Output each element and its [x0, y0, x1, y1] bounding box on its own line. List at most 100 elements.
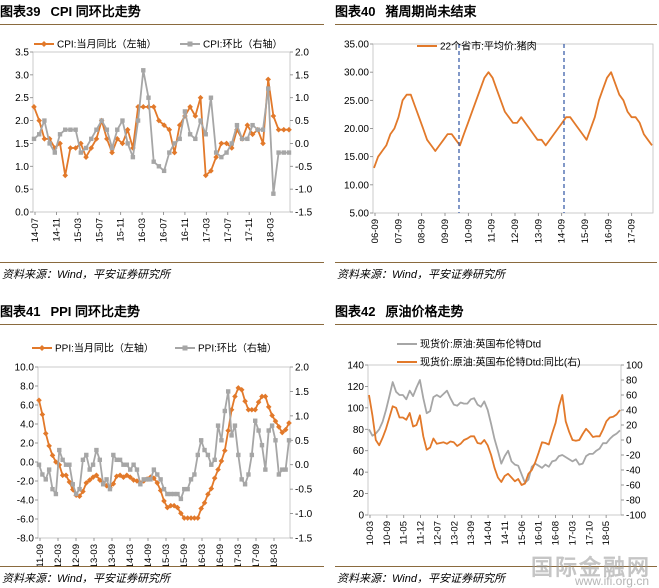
y-tick-label: 0 — [358, 511, 364, 522]
data-point — [192, 472, 197, 477]
data-point — [215, 423, 221, 428]
data-point — [39, 411, 46, 418]
plot-area — [32, 51, 291, 213]
data-point — [193, 136, 198, 142]
data-point — [124, 462, 130, 467]
y2-tick-label: 100 — [626, 361, 643, 372]
y-tick-label: 8.0 — [20, 382, 34, 393]
data-point — [150, 104, 157, 110]
data-point — [148, 477, 153, 482]
plot-area — [37, 366, 291, 539]
data-point — [88, 145, 95, 151]
data-point — [255, 399, 262, 405]
watermark-logo: 国际金融网 — [530, 555, 651, 580]
data-point — [222, 447, 228, 454]
x-tick-label: 13-09 — [533, 219, 544, 243]
y-tick-label: 30.00 — [344, 68, 369, 79]
data-point — [275, 126, 282, 133]
data-point — [110, 481, 117, 487]
data-point — [208, 95, 214, 100]
y2-tick-label: -100 — [626, 511, 646, 522]
x-tick-label: 17-03 — [233, 544, 244, 566]
data-point — [195, 452, 200, 458]
panel-title: 图表39 CPI 同环比走势 — [0, 0, 141, 24]
data-point — [70, 482, 75, 487]
data-point — [263, 467, 268, 472]
data-point — [182, 486, 187, 492]
x-tick-label: 17-03 — [201, 218, 212, 242]
data-point — [188, 515, 194, 521]
data-point — [188, 477, 194, 482]
data-point — [171, 149, 178, 156]
data-point — [130, 477, 137, 483]
y-tick-label: 100 — [347, 403, 364, 414]
x-tick-label: 06-09 — [370, 219, 381, 243]
x-tick-label: 16-09 — [603, 219, 614, 243]
x-tick-label: 17-07 — [223, 218, 234, 242]
y-tick-label: 10.0 — [15, 363, 35, 374]
x-tick-label: 18-03 — [266, 218, 277, 242]
data-point — [80, 488, 86, 495]
data-point — [86, 477, 93, 483]
data-point — [134, 467, 140, 472]
data-point — [46, 443, 52, 449]
data-point — [242, 398, 248, 404]
data-point — [219, 438, 224, 443]
y-tick-label: 25.00 — [344, 96, 369, 107]
data-point — [156, 117, 162, 124]
y-tick-label: 20.00 — [344, 124, 369, 135]
data-point — [176, 122, 183, 128]
y-tick-label: 80 — [353, 425, 365, 436]
data-point — [208, 168, 214, 174]
legend-label: 现货价:原油:英国布伦特Dtd:同比(右) — [420, 356, 581, 369]
data-point — [42, 118, 47, 123]
y2-tick-label: -40 — [626, 466, 641, 477]
x-tick-label: 14-09 — [143, 544, 154, 566]
data-point — [73, 491, 79, 497]
y2-tick-label: 60 — [626, 391, 638, 402]
data-point — [252, 406, 259, 413]
data-point — [36, 117, 43, 124]
x-tick-label: 15-06 — [517, 521, 528, 545]
data-point — [202, 447, 207, 453]
series-line — [373, 71, 653, 169]
x-tick-label: 16-11 — [180, 218, 191, 242]
panel-title-text: 原油价格走势 — [385, 304, 464, 319]
data-point — [90, 474, 96, 480]
legend-marker — [41, 41, 47, 47]
x-tick-label: 08-09 — [417, 219, 428, 243]
data-point — [262, 393, 269, 400]
data-point — [120, 474, 127, 480]
x-tick-label: 12-09 — [71, 544, 82, 566]
data-point — [265, 86, 271, 91]
x-tick-label: 18-05 — [601, 521, 612, 545]
data-point — [168, 491, 173, 497]
y2-tick-label: 0.0 — [295, 460, 309, 471]
x-tick-label: 11-09 — [35, 544, 46, 566]
data-point — [117, 457, 123, 463]
data-point — [53, 459, 59, 465]
data-point — [36, 397, 42, 404]
y2-tick-label: -60 — [626, 481, 641, 492]
x-tick-label: 16-03 — [137, 218, 148, 242]
data-point — [234, 126, 240, 133]
data-point — [276, 150, 281, 155]
data-point — [244, 122, 251, 128]
y-tick-label: 5.00 — [350, 209, 370, 220]
data-point — [94, 447, 99, 453]
data-point — [232, 393, 238, 400]
data-point — [128, 467, 133, 472]
panel-number: 图表42 — [335, 304, 376, 319]
data-point — [280, 467, 285, 472]
panel-number: 图表40 — [335, 4, 376, 19]
data-point — [250, 122, 255, 128]
watermark-url: www.ifi.org.cn — [574, 574, 649, 588]
data-point — [276, 424, 282, 430]
data-point — [43, 477, 48, 482]
data-point — [41, 136, 48, 142]
x-tick-label: 11-09 — [487, 219, 498, 243]
data-point — [182, 109, 188, 114]
data-point — [87, 467, 92, 472]
x-tick-label: 14-11 — [500, 521, 511, 545]
data-point — [40, 472, 45, 477]
